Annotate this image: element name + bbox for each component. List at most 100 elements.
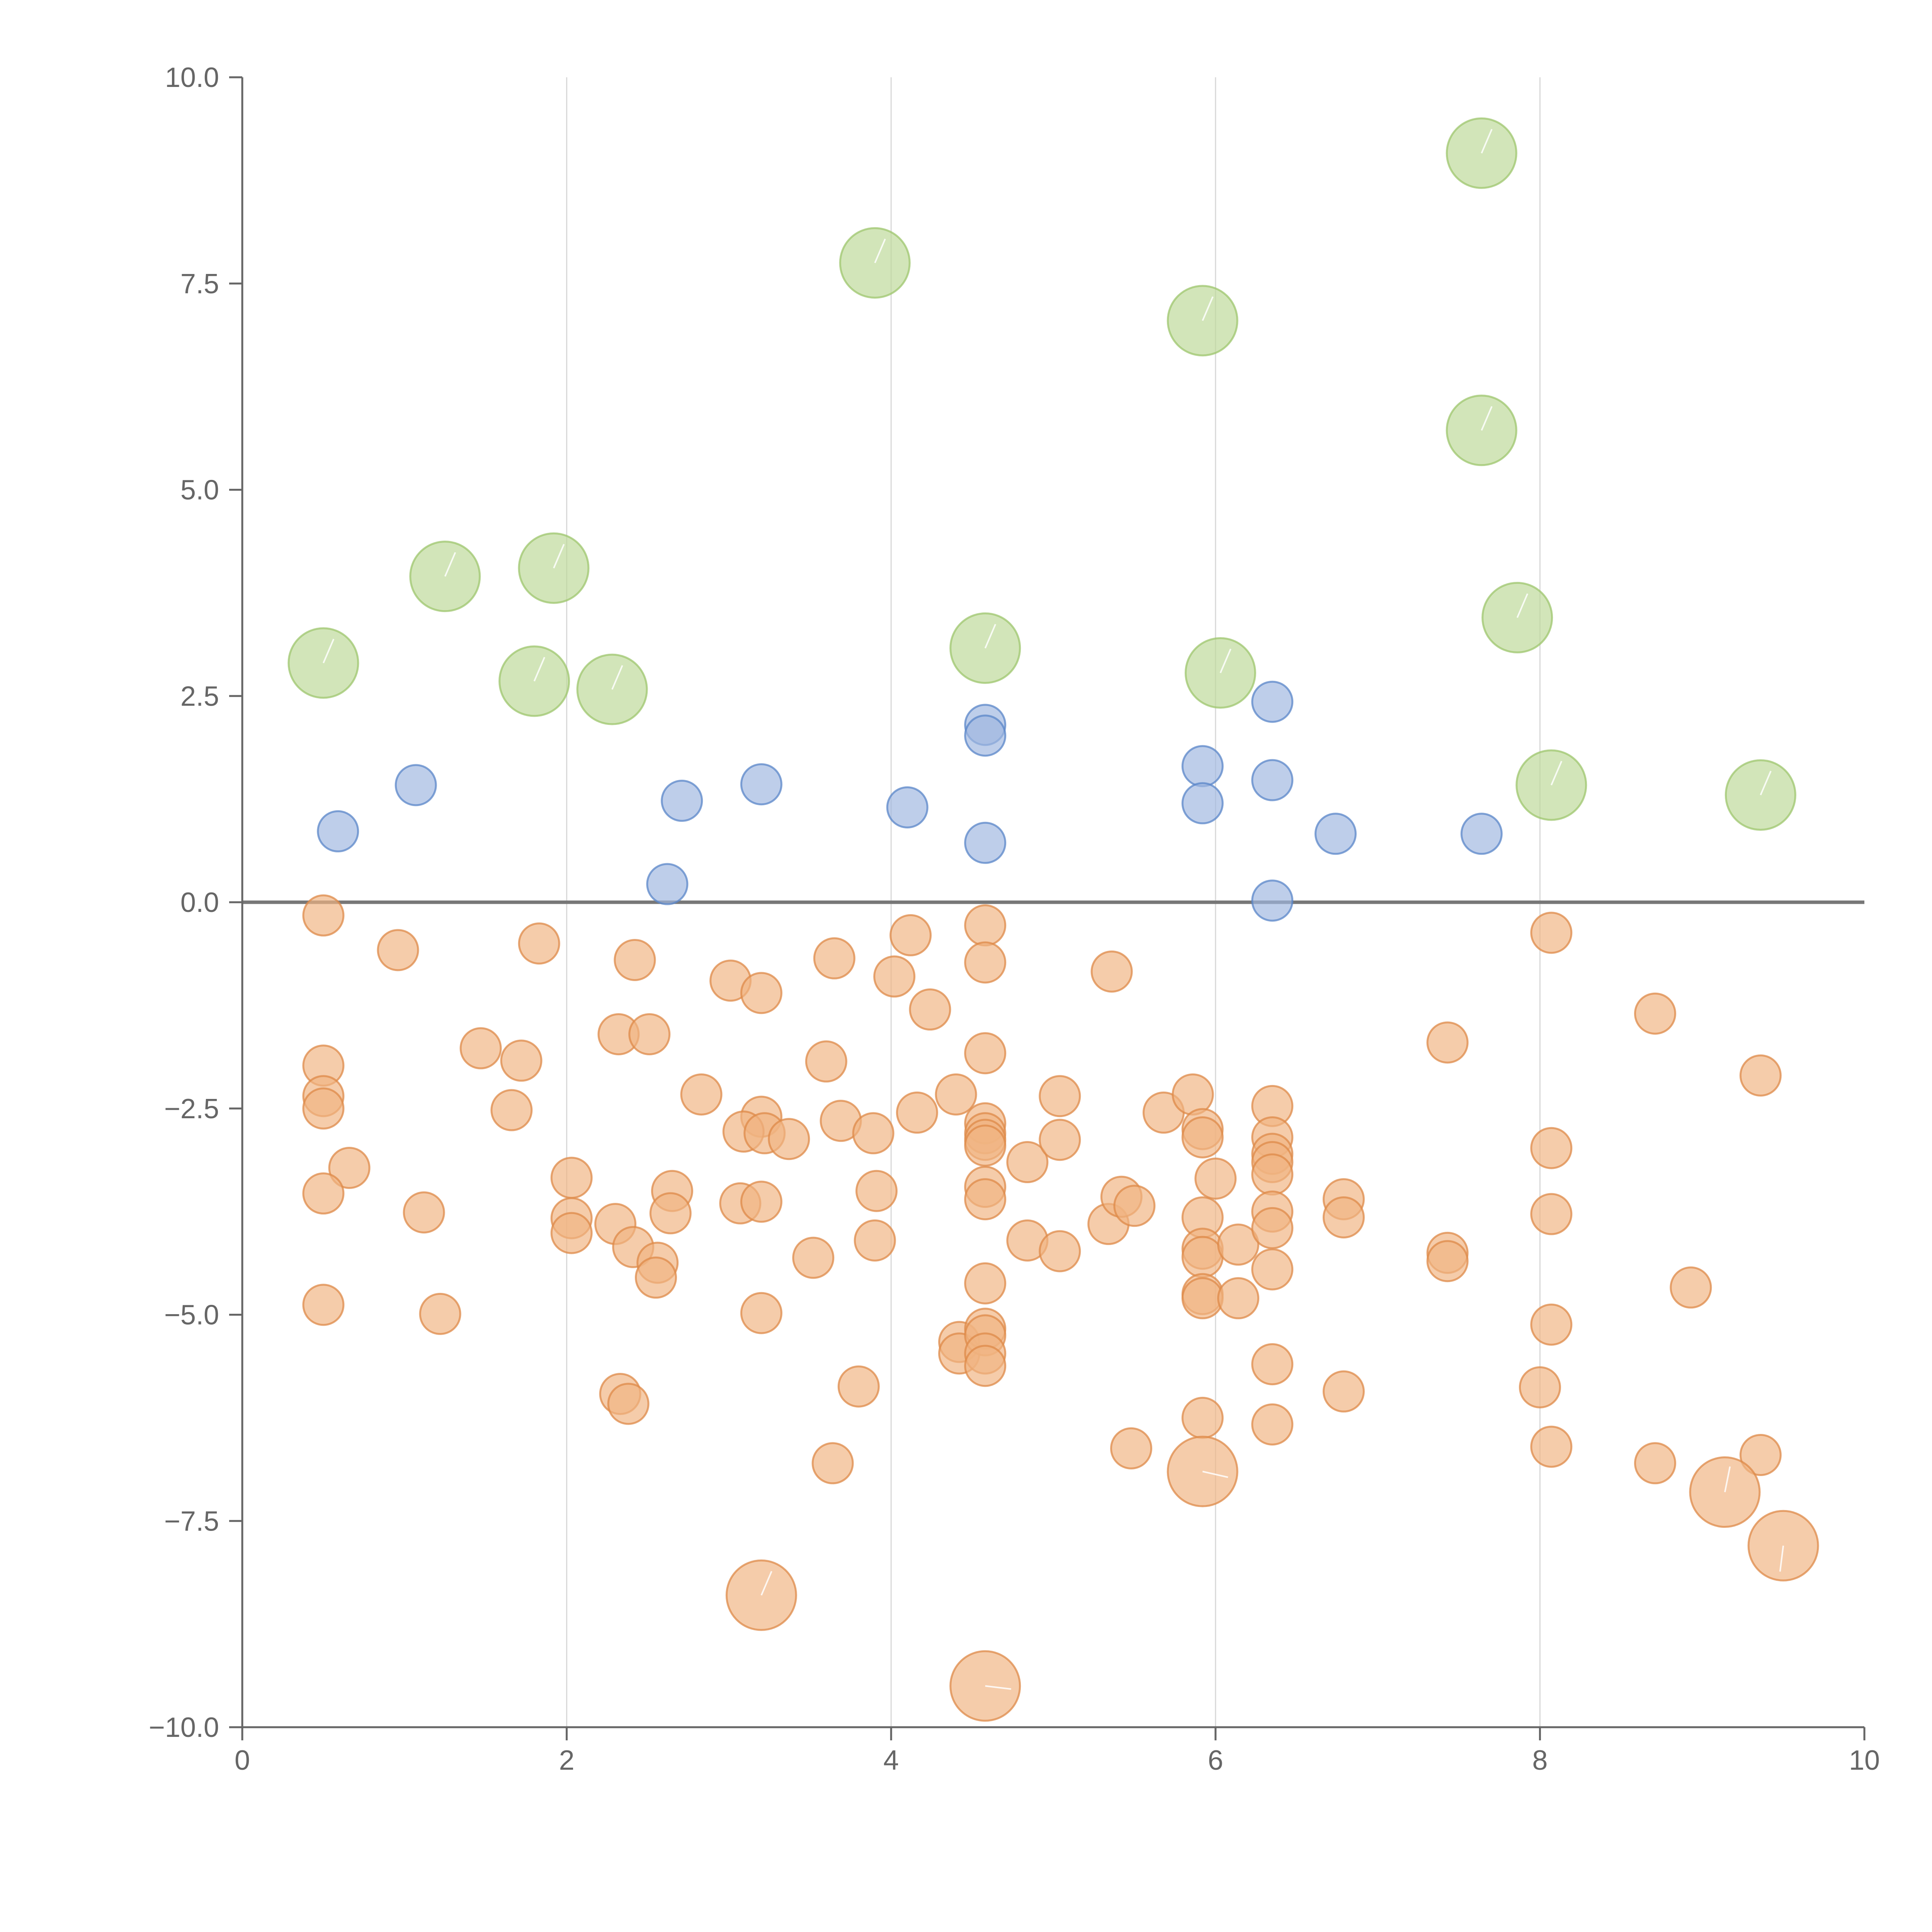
low-data-point <box>768 1118 810 1160</box>
y-tick-label: −10.0 <box>149 1712 219 1743</box>
low-data-point <box>854 1219 896 1262</box>
mid-data-point <box>964 821 1007 864</box>
low-data-point <box>459 1027 502 1070</box>
y-tick-label: 5.0 <box>180 475 219 506</box>
low-data-point <box>805 1040 847 1083</box>
low-data-point <box>490 1089 533 1131</box>
y-tick-label: −7.5 <box>164 1506 219 1537</box>
low-data-point <box>403 1191 445 1234</box>
y-tick-label: −2.5 <box>164 1094 219 1124</box>
mid-data-point <box>395 764 437 806</box>
low-data-point <box>1110 1427 1153 1469</box>
low-data-point <box>964 904 1007 947</box>
low-data-point <box>852 1112 895 1155</box>
high-point-marker <box>1481 129 1493 154</box>
mid-data-point <box>317 810 359 852</box>
low-data-point <box>1181 1396 1224 1439</box>
low-data-point <box>550 1156 593 1199</box>
low-data-point <box>1634 1442 1676 1485</box>
low-data-point <box>813 937 855 980</box>
low-data-point <box>328 1146 371 1189</box>
low-data-point <box>964 1032 1007 1075</box>
low-data-point <box>628 1013 671 1056</box>
high-data-point <box>1515 749 1587 821</box>
low-data-point <box>1530 1303 1573 1346</box>
high-point-marker <box>1760 770 1772 796</box>
low-data-point <box>419 1293 461 1335</box>
mid-data-point <box>1181 745 1224 787</box>
low-data-point <box>1181 1116 1224 1158</box>
low-data-point <box>1530 1127 1573 1169</box>
low-data-point <box>302 1284 345 1326</box>
gridlines <box>242 77 1864 1727</box>
low-data-point <box>1039 1230 1081 1272</box>
low-data-point <box>740 1180 782 1223</box>
low-data-point <box>1251 1153 1294 1196</box>
mid-data-point <box>1460 813 1503 855</box>
high-point-marker <box>323 639 335 663</box>
low-data-point <box>909 988 951 1031</box>
x-tick-label: 10 <box>1849 1745 1880 1776</box>
high-point-marker <box>444 552 456 577</box>
low-data-point <box>302 1087 345 1130</box>
low-data-point <box>680 1073 723 1116</box>
mid-data-point <box>661 779 703 822</box>
y-tick-label: 7.5 <box>180 269 219 299</box>
low-data-point <box>740 1292 782 1334</box>
x-tick-label: 6 <box>1208 1745 1223 1776</box>
low-data-point <box>1530 1425 1573 1468</box>
low-data-point <box>740 972 782 1014</box>
low-data-point <box>1739 1054 1782 1097</box>
low-data-point <box>302 894 345 937</box>
mid-data-point <box>1251 759 1294 801</box>
high-point-marker <box>1550 760 1563 786</box>
low-point-marker <box>760 1571 772 1596</box>
low-point-marker <box>1202 1471 1228 1478</box>
low-data-point <box>792 1236 835 1279</box>
high-point-marker <box>1516 593 1529 618</box>
low-data-point <box>1251 1207 1294 1249</box>
low-point-marker <box>1779 1546 1784 1572</box>
low-data-point <box>964 1178 1007 1221</box>
low-data-point <box>725 1559 797 1631</box>
low-data-point <box>500 1039 543 1082</box>
low-data-point <box>896 1091 938 1134</box>
ticks: 0 2 4 6 8 10 10.0 7.5 5.0 2.5 0.0 −2.5 −5.0 −7.5 −10.0 <box>149 62 1880 1776</box>
high-point-marker <box>553 544 565 569</box>
low-data-point <box>964 1124 1007 1167</box>
mid-data-point <box>740 763 782 806</box>
low-data-point <box>1426 1240 1469 1282</box>
mid-data-point <box>886 786 929 828</box>
low-data-point <box>1039 1119 1081 1161</box>
low-point-marker <box>1724 1466 1731 1492</box>
y-tick-label: 2.5 <box>180 681 219 712</box>
low-data-point <box>634 1256 677 1299</box>
x-tick-label: 2 <box>559 1745 575 1776</box>
y-tick-label: 0.0 <box>180 887 219 918</box>
low-data-point <box>1039 1075 1081 1117</box>
low-data-point <box>1251 1403 1294 1446</box>
mid-data-point <box>646 863 689 905</box>
high-point-marker <box>1219 648 1231 673</box>
mid-data-point <box>1251 879 1294 922</box>
high-point-marker <box>1202 296 1214 321</box>
x-tick-label: 0 <box>235 1745 250 1776</box>
mid-data-point <box>1181 782 1224 825</box>
low-data-point <box>811 1442 854 1485</box>
low-data-point <box>1530 1193 1573 1235</box>
low-data-point <box>1322 1370 1365 1413</box>
low-data-point <box>518 922 560 965</box>
low-data-point <box>1251 1343 1294 1386</box>
low-data-point <box>550 1212 593 1254</box>
low-data-point <box>1006 1141 1049 1184</box>
low-data-point <box>1217 1277 1260 1320</box>
high-point-marker <box>874 238 886 264</box>
y-tick-label: −5.0 <box>164 1300 219 1331</box>
mid-data-point <box>1251 680 1294 723</box>
high-point-marker <box>1481 406 1493 431</box>
low-data-point <box>964 1262 1007 1304</box>
low-data-point <box>1217 1223 1260 1266</box>
low-data-point <box>1530 912 1573 954</box>
x-tick-label: 8 <box>1532 1745 1548 1776</box>
low-data-point <box>837 1365 880 1408</box>
